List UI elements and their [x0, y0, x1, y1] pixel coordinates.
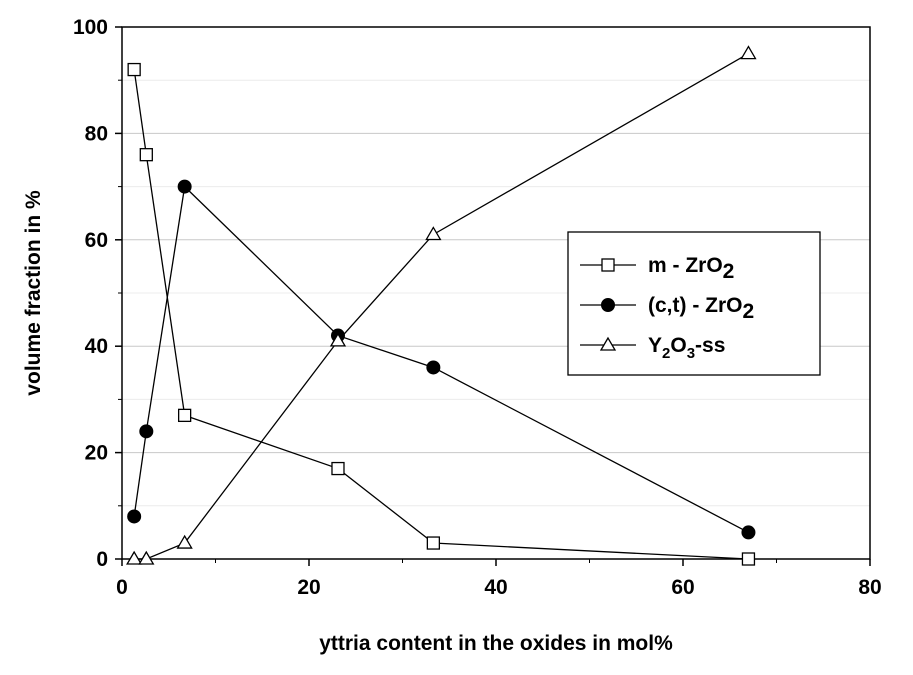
data-point: [426, 536, 441, 550]
y-tick-label: 0: [96, 548, 108, 571]
legend-label-main: m - ZrO: [648, 254, 723, 277]
legend-label-part: Y: [648, 334, 662, 357]
legend-label: m - ZrO2: [648, 254, 734, 283]
data-point: [425, 226, 442, 241]
legend-marker: [601, 298, 615, 312]
series-1: [127, 179, 756, 540]
legend-label-sub: 2: [723, 260, 735, 283]
legend-marker: [601, 258, 615, 272]
y-tick-label: 80: [85, 122, 108, 145]
data-point: [177, 408, 192, 423]
axis-ticks: 0 20 40 60 80 0 20 40 60 80 100: [73, 16, 882, 599]
data-point: [126, 550, 143, 565]
legend-entry: (c,t) - ZrO2: [580, 294, 754, 323]
y-tick-label: 40: [85, 335, 108, 358]
data-point: [741, 525, 756, 540]
x-tick-label: 80: [858, 576, 881, 599]
data-point: [176, 534, 193, 549]
series-line: [133, 185, 749, 533]
data-point: [177, 179, 192, 194]
legend-label-main: (c,t) - ZrO: [648, 294, 743, 317]
data-point: [741, 552, 756, 566]
data-point: [740, 45, 757, 60]
y-tick-label: 100: [73, 16, 108, 39]
x-tick-label: 40: [484, 576, 507, 599]
legend-entry: Y2O3-ss: [580, 334, 725, 362]
x-axis-title: yttria content in the oxides in mol%: [319, 632, 673, 655]
x-tick-label: 20: [297, 576, 320, 599]
legend-label: Y2O3-ss: [648, 334, 725, 362]
legend-label-part: -ss: [695, 334, 725, 357]
legend-marker: [599, 336, 617, 351]
legend-label-sub: 2: [743, 300, 755, 323]
legend-entry: m - ZrO2: [580, 254, 734, 283]
series-2: [126, 45, 757, 565]
gridlines: [122, 79, 870, 507]
data-point: [127, 509, 142, 524]
y-axis-title: volume fraction in %: [22, 190, 45, 396]
data-point: [127, 62, 141, 77]
legend-label-part: 2: [662, 345, 670, 362]
x-tick-label: 60: [671, 576, 694, 599]
data-point: [331, 461, 345, 476]
y-tick-label: 60: [85, 229, 108, 252]
legend-label-part: 3: [687, 345, 695, 362]
data-point: [426, 360, 441, 375]
data-point: [139, 148, 153, 162]
x-tick-label: 0: [116, 576, 128, 599]
series-layer: [126, 45, 757, 566]
data-point: [329, 332, 347, 347]
data-point: [139, 424, 154, 439]
legend-label-part: O: [670, 334, 686, 357]
legend-label: (c,t) - ZrO2: [648, 294, 754, 323]
y-tick-label: 20: [85, 442, 108, 465]
data-point: [138, 550, 155, 565]
